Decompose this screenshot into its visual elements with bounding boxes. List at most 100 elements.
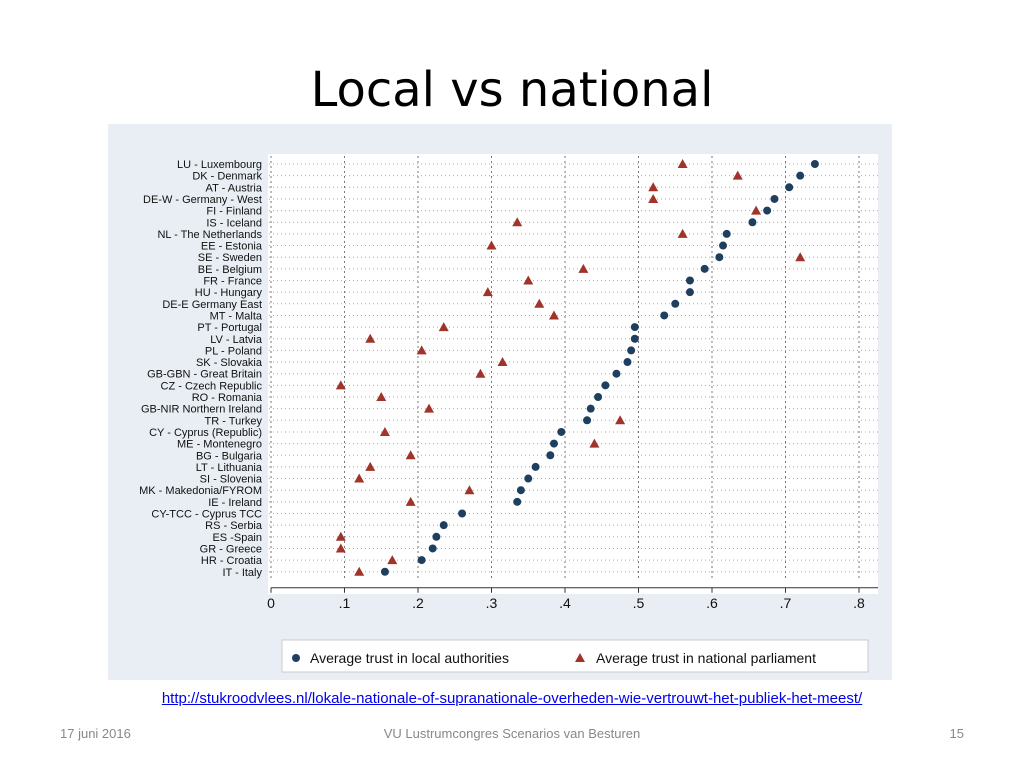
- local-trust-point: [719, 241, 728, 250]
- y-tick-label: NL - The Netherlands: [157, 229, 262, 241]
- x-axis: 0 .1 .2 .3 .4 .5 .6 .7 .8: [267, 587, 878, 611]
- national-trust-point: [464, 485, 475, 495]
- y-tick-label: GB-NIR Northern Ireland: [141, 404, 262, 416]
- national-trust-point: [424, 403, 435, 413]
- y-tick-label: EE - Estonia: [201, 241, 263, 253]
- national-trust-point: [365, 461, 376, 471]
- footer-date: 17 juni 2016: [60, 726, 131, 741]
- dot-plot-chart: LU - Luxembourg DK - Denmark AT - Austria D…: [108, 124, 892, 680]
- y-tick-label: CZ - Czech Republic: [161, 380, 263, 392]
- local-trust-point: [557, 427, 566, 436]
- x-tick-label: .3: [486, 595, 498, 611]
- footer-center-text: VU Lustrumcongres Scenarios van Besturen: [383, 726, 641, 741]
- y-tick-label: GR - Greece: [200, 543, 262, 555]
- legend-triangle-marker: [575, 653, 585, 662]
- national-trust-point: [335, 531, 346, 541]
- national-trust-point: [486, 240, 497, 250]
- y-tick-label: MK - Makedonia/FYROM: [139, 485, 262, 497]
- page-number: 15: [949, 726, 964, 741]
- national-trust-point: [354, 473, 365, 483]
- x-tick-label: .8: [853, 595, 865, 611]
- local-trust-point: [796, 171, 805, 180]
- x-tick-label: .2: [412, 595, 424, 611]
- national-trust-point: [648, 182, 659, 192]
- local-trust-point: [594, 393, 603, 401]
- x-tick-label: .7: [780, 595, 792, 611]
- legend-label-national: Average trust in national parliament: [596, 650, 816, 666]
- y-tick-label: IE - Ireland: [208, 497, 262, 509]
- national-trust-point: [615, 415, 626, 425]
- national-trust-point: [589, 438, 600, 448]
- y-tick-label: TR - Turkey: [205, 415, 263, 427]
- grid-lines: [269, 156, 878, 580]
- slide-title: Local vs national: [310, 62, 714, 118]
- y-tick-label: LT - Lithuania: [196, 462, 263, 474]
- local-trust-point: [810, 160, 819, 168]
- national-trust-point: [523, 275, 534, 285]
- y-tick-label: SI - Slovenia: [200, 474, 263, 486]
- y-tick-label: ME - Montenegro: [177, 439, 262, 451]
- y-tick-label: HR - Croatia: [201, 555, 263, 567]
- national-trust-point: [405, 496, 416, 506]
- source-link[interactable]: http://stukroodvlees.nl/lokale-nationale…: [161, 690, 863, 707]
- local-trust-point: [748, 218, 757, 227]
- local-trust-point: [549, 439, 558, 448]
- local-trust-point: [685, 288, 694, 297]
- national-trust-point: [677, 228, 688, 238]
- local-trust-point: [715, 253, 724, 262]
- local-trust-point: [630, 323, 639, 332]
- national-trust-point: [677, 159, 688, 168]
- legend-box: [281, 639, 869, 673]
- local-trust-point: [546, 451, 555, 460]
- y-tick-label: SE - Sweden: [198, 252, 262, 264]
- chart-marks: [335, 159, 819, 576]
- y-tick-label: IS - Iceland: [206, 217, 262, 229]
- x-tick-label: .5: [633, 595, 645, 611]
- y-tick-label: DK - Denmark: [192, 171, 262, 183]
- national-trust-point: [578, 263, 589, 273]
- y-tick-label: LV - Latvia: [210, 334, 263, 346]
- y-tick-label: CY-TCC - Cyprus TCC: [151, 509, 262, 521]
- x-tick-label: 0: [267, 595, 275, 611]
- local-trust-point: [770, 194, 779, 203]
- local-trust-point: [432, 532, 441, 541]
- legend-circle-marker: [292, 654, 300, 662]
- local-trust-point: [685, 276, 694, 285]
- legend: Average trust in local authorities Averag…: [292, 650, 816, 666]
- local-trust-point: [630, 334, 639, 343]
- local-trust-point: [785, 183, 794, 192]
- national-trust-point: [795, 252, 806, 262]
- y-tick-label: AT - Austria: [206, 182, 263, 194]
- national-trust-point: [534, 298, 545, 308]
- national-trust-point: [548, 310, 559, 320]
- y-tick-label: GB-GBN - Great Britain: [147, 369, 262, 381]
- y-tick-label: PL - Poland: [205, 345, 262, 357]
- legend-label-local: Average trust in local authorities: [310, 650, 509, 666]
- x-tick-label: .4: [559, 595, 571, 611]
- y-tick-label: RO - Romania: [192, 392, 263, 404]
- local-trust-point: [660, 311, 669, 320]
- y-tick-label: ES -Spain: [212, 532, 262, 544]
- local-trust-point: [524, 474, 533, 483]
- x-tick-label: .1: [339, 595, 351, 611]
- y-tick-label: SK - Slovakia: [196, 357, 263, 369]
- national-trust-point: [648, 193, 659, 203]
- local-trust-point: [439, 521, 448, 530]
- y-tick-label: BG - Bulgaria: [196, 450, 263, 462]
- y-tick-label: LU - Luxembourg: [177, 159, 262, 171]
- local-trust-point: [513, 497, 522, 506]
- y-tick-label: BE - Belgium: [198, 264, 262, 276]
- x-tick-label: .6: [706, 595, 718, 611]
- local-trust-point: [623, 358, 632, 367]
- national-trust-point: [482, 287, 493, 297]
- national-trust-point: [497, 357, 508, 367]
- national-trust-point: [512, 217, 523, 227]
- local-trust-point: [700, 264, 709, 273]
- national-trust-point: [475, 368, 486, 378]
- y-tick-label: FR - France: [203, 276, 262, 288]
- national-trust-point: [335, 380, 346, 390]
- national-trust-point: [732, 170, 743, 180]
- local-trust-point: [601, 381, 610, 390]
